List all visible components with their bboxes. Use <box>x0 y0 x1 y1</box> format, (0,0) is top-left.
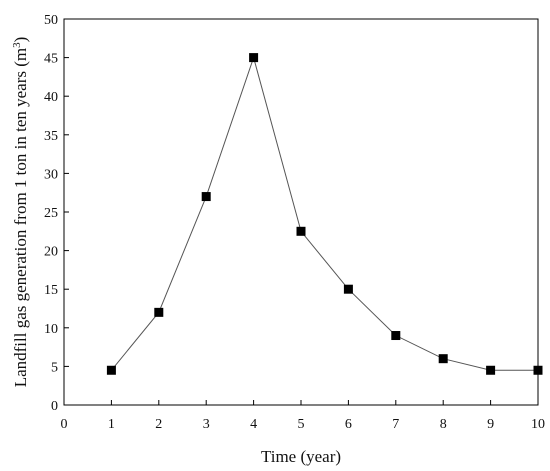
y-tick-label: 50 <box>44 13 58 28</box>
y-tick-label: 15 <box>44 283 58 298</box>
series-markers <box>106 53 543 375</box>
x-tick-label: 7 <box>392 417 399 432</box>
y-tick-label: 45 <box>44 52 58 67</box>
y-tick-label: 35 <box>44 129 58 144</box>
data-point <box>438 354 448 364</box>
data-point <box>249 53 259 63</box>
x-tick-label: 8 <box>440 417 447 432</box>
y-tick-label: 5 <box>51 360 58 375</box>
x-axis-ticks: 0 1 2 3 4 5 6 7 8 9 10 <box>61 400 545 432</box>
y-tick-label: 20 <box>44 245 58 260</box>
x-tick-label: 5 <box>298 417 305 432</box>
y-axis-ticks: 0 5 10 15 20 25 30 35 40 45 50 <box>44 13 69 414</box>
data-point <box>533 365 543 375</box>
series-line <box>111 55 538 371</box>
y-tick-label: 25 <box>44 206 58 221</box>
x-tick-label: 0 <box>61 417 68 432</box>
x-tick-label: 2 <box>155 417 162 432</box>
y-axis-title-superscript: 3 <box>11 42 23 48</box>
data-point <box>486 365 496 375</box>
data-point <box>296 226 306 236</box>
x-axis-title: Time (year) <box>261 447 341 466</box>
x-tick-label: 3 <box>203 417 210 432</box>
y-axis-title: Landfill gas generation from 1 ton in te… <box>11 37 30 388</box>
data-point <box>343 284 353 294</box>
y-axis-title-main: Landfill gas generation from 1 ton in te… <box>11 48 30 387</box>
y-axis-title-close: ) <box>11 37 30 43</box>
x-tick-label: 9 <box>487 417 494 432</box>
plot-frame <box>63 18 539 406</box>
data-point <box>106 365 116 375</box>
data-point <box>201 192 211 202</box>
data-point <box>391 331 401 341</box>
y-tick-label: 40 <box>44 90 58 105</box>
x-tick-label: 10 <box>531 417 545 432</box>
x-tick-label: 4 <box>250 417 257 432</box>
x-tick-label: 6 <box>345 417 352 432</box>
x-tick-label: 1 <box>108 417 115 432</box>
data-point <box>154 307 164 317</box>
y-tick-label: 10 <box>44 322 58 337</box>
y-tick-label: 30 <box>44 167 58 182</box>
y-tick-label: 0 <box>51 399 58 414</box>
